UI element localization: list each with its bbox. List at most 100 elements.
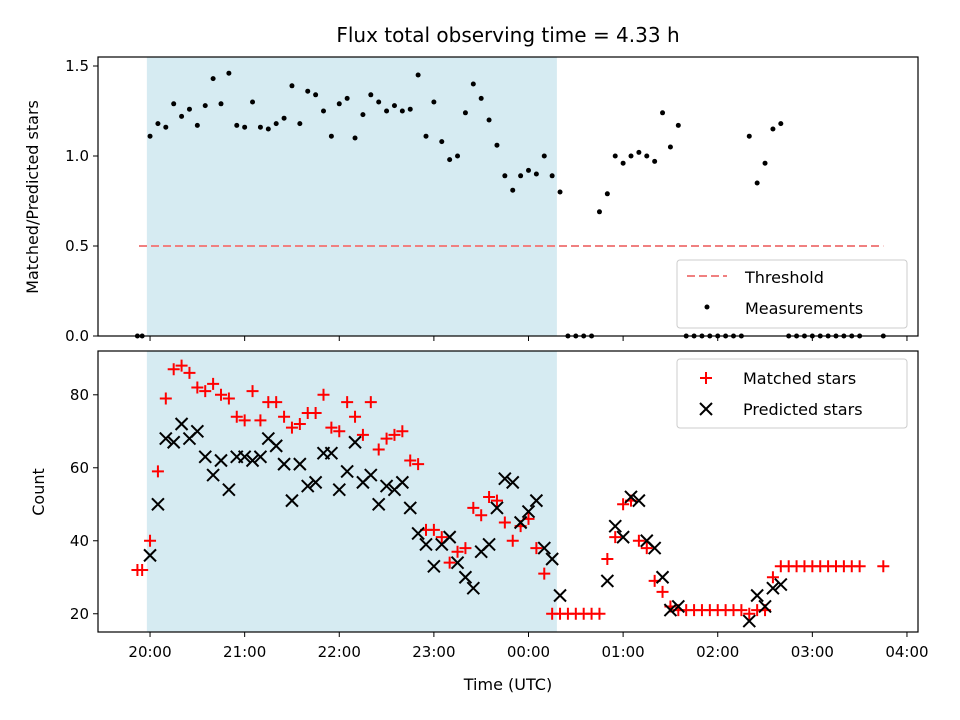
matched-star-point bbox=[530, 542, 543, 555]
measurement-point bbox=[518, 173, 524, 179]
predicted-star-point bbox=[308, 475, 323, 490]
measurement-point bbox=[502, 173, 508, 179]
bottom-shaded-interval bbox=[146, 351, 557, 632]
matched-star-point bbox=[191, 381, 204, 394]
measurement-point bbox=[313, 92, 319, 98]
predicted-star-points bbox=[143, 417, 788, 628]
matched-star-point bbox=[199, 385, 212, 398]
top-axes-frame bbox=[97, 56, 919, 337]
predicted-star-point bbox=[419, 537, 433, 552]
predicted-star-point bbox=[245, 453, 260, 468]
x-tick-label: 01:00 bbox=[601, 643, 644, 661]
measurement-point bbox=[478, 95, 484, 101]
matched-star-point bbox=[285, 421, 298, 434]
predicted-star-point bbox=[348, 435, 362, 449]
legend-predicted-swatch bbox=[699, 402, 713, 416]
x-tick-label: 23:00 bbox=[412, 643, 455, 661]
measurement-point bbox=[636, 149, 642, 155]
x-tick-label: 00:00 bbox=[507, 643, 550, 661]
measurement-point bbox=[155, 121, 161, 127]
measurement-point bbox=[321, 108, 326, 114]
matched-star-point bbox=[388, 428, 401, 441]
matched-star-point bbox=[538, 567, 551, 580]
y-tick-label: 20 bbox=[70, 605, 89, 623]
matched-star-point bbox=[175, 359, 188, 372]
measurement-point bbox=[612, 153, 618, 159]
predicted-star-point bbox=[529, 493, 544, 508]
matched-star-point bbox=[412, 458, 425, 471]
measurement-point bbox=[234, 122, 240, 128]
legend-predicted-label: Predicted stars bbox=[743, 400, 863, 419]
measurement-point bbox=[557, 189, 563, 195]
matched-star-point bbox=[506, 534, 519, 547]
matched-star-point bbox=[293, 417, 306, 430]
top-y-ticks: 0.0 0.5 1.0 1.5 bbox=[65, 57, 98, 345]
measurement-point bbox=[344, 95, 350, 101]
measurement-point bbox=[210, 76, 216, 82]
top-legend: Threshold Measurements bbox=[676, 259, 908, 329]
matched-star-point bbox=[317, 388, 330, 401]
predicted-star-point bbox=[545, 552, 559, 566]
y-tick-label: 0.5 bbox=[65, 237, 89, 255]
x-tick-label: 21:00 bbox=[223, 643, 266, 661]
matched-star-point bbox=[364, 396, 377, 409]
predicted-star-point bbox=[458, 570, 473, 584]
matched-star-point bbox=[167, 363, 180, 376]
matched-star-point bbox=[238, 414, 251, 427]
predicted-star-point bbox=[395, 475, 410, 490]
measurement-point bbox=[202, 103, 208, 109]
predicted-star-point bbox=[774, 577, 788, 592]
predicted-star-point bbox=[222, 482, 236, 497]
predicted-star-point bbox=[143, 548, 157, 563]
predicted-star-point bbox=[371, 497, 386, 511]
predicted-star-point bbox=[174, 417, 189, 431]
measurement-point bbox=[620, 160, 626, 166]
measurement-point bbox=[226, 70, 232, 76]
predicted-star-point bbox=[742, 614, 756, 628]
measurement-point bbox=[250, 99, 256, 105]
predicted-star-point bbox=[403, 501, 417, 515]
predicted-star-point bbox=[324, 446, 339, 460]
legend-matched-swatch bbox=[700, 372, 712, 384]
matched-star-point bbox=[356, 428, 369, 441]
measurement-point bbox=[257, 124, 263, 130]
predicted-star-point bbox=[513, 515, 528, 530]
measurement-point bbox=[336, 101, 342, 107]
matched-star-point bbox=[159, 392, 172, 405]
matched-star-point bbox=[380, 432, 393, 445]
y-tick-label: 40 bbox=[70, 532, 89, 550]
x-tick-label: 20:00 bbox=[128, 643, 171, 661]
measurement-point bbox=[644, 153, 650, 159]
matched-star-point bbox=[435, 531, 448, 544]
matched-star-point bbox=[427, 523, 440, 536]
y-tick-label: 60 bbox=[70, 459, 89, 477]
predicted-star-point bbox=[332, 482, 346, 497]
predicted-star-point bbox=[198, 450, 212, 464]
predicted-star-point bbox=[277, 457, 291, 471]
predicted-star-point bbox=[616, 530, 630, 544]
matched-star-point bbox=[309, 407, 322, 420]
matched-star-point bbox=[490, 494, 503, 507]
top-shaded-interval bbox=[146, 57, 557, 336]
measurement-point bbox=[194, 122, 200, 128]
measurement-point bbox=[604, 191, 610, 197]
measurement-point bbox=[163, 124, 169, 130]
matched-star-point bbox=[222, 392, 235, 405]
measurement-point bbox=[660, 110, 666, 116]
measurement-point bbox=[360, 112, 366, 118]
bottom-legend-box bbox=[676, 358, 908, 429]
predicted-star-point bbox=[655, 570, 670, 584]
y-tick-label: 80 bbox=[70, 386, 89, 404]
matched-star-point bbox=[609, 531, 622, 544]
legend-matched-label: Matched stars bbox=[743, 369, 856, 388]
legend-measurements-label: Measurements bbox=[745, 299, 863, 318]
matched-star-point bbox=[372, 443, 385, 456]
matched-star-point bbox=[270, 396, 283, 409]
predicted-star-point bbox=[293, 457, 307, 471]
measurement-point bbox=[652, 158, 658, 164]
measurement-point bbox=[455, 153, 461, 159]
predicted-star-point bbox=[269, 439, 283, 453]
matched-star-point bbox=[656, 585, 669, 598]
predicted-star-point bbox=[498, 472, 512, 486]
measurement-point bbox=[305, 88, 311, 94]
